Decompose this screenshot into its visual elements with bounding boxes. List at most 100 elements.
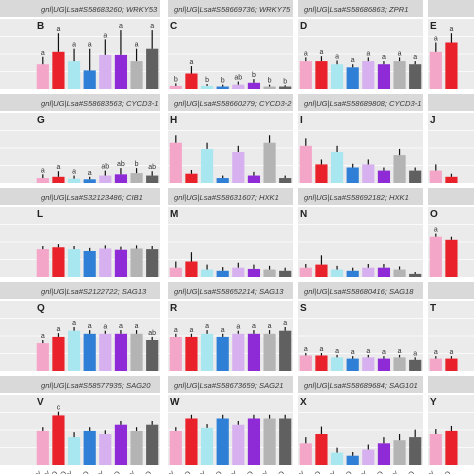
significance-label: a (41, 167, 45, 174)
bar (299, 145, 312, 183)
facet-title: gnl|UG|Lsa#S32123486; CIB1 (41, 193, 143, 202)
bar (52, 51, 65, 89)
bar (445, 42, 458, 89)
x-tick-label: RY (424, 469, 438, 474)
facet-title: gnl|UG|Lsa#S2122722; SAG13 (41, 287, 147, 296)
bar (185, 261, 198, 277)
panel-letter: R (170, 303, 178, 314)
facet-strip (35, 282, 160, 299)
facet-strip (35, 188, 160, 205)
significance-label: ab (148, 330, 156, 337)
bar (315, 264, 328, 277)
facet-strip (298, 376, 423, 393)
panel-letter: S (300, 303, 307, 314)
bar (36, 343, 49, 371)
bar (279, 178, 292, 183)
bar (429, 170, 442, 183)
bar (299, 443, 312, 465)
x-tick-label: RY (164, 469, 178, 474)
bar (263, 86, 276, 89)
bar (393, 61, 406, 89)
panel-letter: D (300, 21, 307, 32)
bar (445, 430, 458, 465)
facet-panel: gnl|UG|Lsa#S58673659; SAG21 W RYROBYBORBYR… (164, 376, 293, 474)
bar (99, 333, 112, 371)
significance-label: ab (117, 161, 125, 168)
bar (67, 330, 81, 371)
bar (393, 155, 406, 183)
panel-letter: E (430, 21, 437, 32)
facet-panel: gnl|UG|Lsa#S58680416; SAG18 Sa a a a a a a a (298, 282, 423, 371)
bar (247, 175, 261, 183)
bar (247, 268, 261, 277)
bar (200, 148, 214, 183)
significance-label: a (189, 327, 193, 334)
significance-label: a (88, 42, 92, 49)
x-tick-label: RY (31, 469, 45, 474)
facet-title: gnl|UG|Lsa#S58669736; WRKY75 (174, 5, 291, 14)
bar (377, 358, 391, 371)
significance-label: a (205, 323, 209, 330)
bar (445, 176, 458, 183)
facet-title: gnl|UG|Lsa#S58680416; SAG18 (304, 287, 414, 296)
bar (346, 455, 359, 465)
bar (393, 269, 406, 277)
bar (330, 357, 344, 371)
bar (67, 249, 81, 277)
bar (409, 170, 422, 183)
bar (346, 270, 359, 277)
bar (263, 333, 276, 371)
bar (315, 434, 328, 465)
x-tick-label: BY (62, 469, 75, 474)
bar (36, 178, 49, 183)
significance-label: a (382, 349, 386, 356)
facet-panel: gnl|UG|Lsa#S58660279; CYCD3-2 H (168, 94, 293, 183)
bar (216, 86, 229, 89)
bar (200, 427, 214, 465)
significance-label: b (252, 72, 256, 79)
bar (146, 249, 159, 277)
bar (377, 267, 391, 277)
significance-label: a (413, 54, 417, 61)
facet-panel: gnl|UG|Lsa#S58631607; HXK1 M (168, 188, 293, 277)
facet-strip (168, 188, 293, 205)
facet-strip (35, 94, 160, 111)
facet-strip (298, 94, 423, 111)
bar (377, 443, 391, 465)
bar (169, 430, 182, 465)
x-tick-label: RO (179, 469, 193, 474)
significance-label: a (56, 164, 60, 171)
facet-strip (35, 376, 160, 393)
bar (185, 73, 198, 89)
bar (429, 434, 442, 465)
bar (185, 418, 198, 465)
facet-panel: gnl|UG|Lsa#S58683563; CYCD3-1 Ga a a a ab ab b a… (35, 94, 160, 183)
bar (114, 174, 128, 183)
significance-label: a (268, 323, 272, 330)
facet-strip (428, 282, 474, 299)
bar (130, 430, 143, 465)
facet-strip (428, 376, 474, 393)
panel-letter: G (37, 115, 45, 126)
significance-label: b (205, 77, 209, 84)
bar (330, 152, 344, 183)
bar (315, 164, 328, 183)
x-tick-label: FLO (137, 469, 154, 474)
significance-label: c (57, 405, 61, 412)
significance-label: a (413, 350, 417, 357)
significance-label: b (283, 78, 287, 85)
significance-label: a (41, 50, 45, 57)
significance-label: a (135, 42, 139, 49)
panel-letter: X (300, 397, 307, 408)
significance-label: a (41, 333, 45, 340)
significance-label: a (398, 50, 402, 57)
x-tick-label: FLO (52, 469, 69, 474)
bar (346, 67, 359, 89)
bar (99, 248, 112, 277)
significance-label: a (449, 26, 453, 33)
panel-letter: C (170, 21, 177, 32)
significance-label: b (135, 161, 139, 168)
bar (114, 54, 128, 89)
significance-label: a (174, 327, 178, 334)
